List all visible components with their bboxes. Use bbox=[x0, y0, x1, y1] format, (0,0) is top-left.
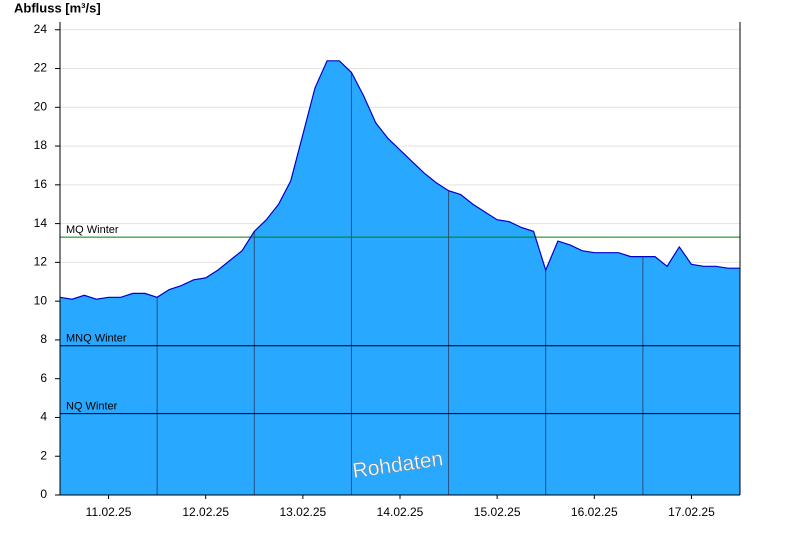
reference-label: MNQ Winter bbox=[66, 333, 127, 345]
y-tick-label: 10 bbox=[34, 293, 48, 307]
y-tick-label: 8 bbox=[40, 332, 47, 346]
area-line bbox=[59, 60, 740, 300]
reference-label: NQ Winter bbox=[66, 400, 118, 412]
y-tick-label: 16 bbox=[34, 177, 48, 191]
y-tick-label: 2 bbox=[40, 448, 47, 462]
y-tick-label: 4 bbox=[40, 410, 47, 424]
y-axis-label: Abfluss [m³/s] bbox=[14, 0, 101, 15]
x-tick-label: 11.02.25 bbox=[86, 505, 132, 519]
reference-label: MQ Winter bbox=[66, 224, 119, 236]
x-tick-label: 14.02.25 bbox=[377, 505, 424, 519]
y-tick-label: 20 bbox=[34, 99, 48, 113]
y-tick-label: 22 bbox=[34, 61, 48, 75]
y-tick-label: 12 bbox=[34, 255, 48, 269]
y-tick-label: 14 bbox=[34, 216, 48, 230]
area-fill bbox=[60, 60, 740, 496]
y-tick-label: 24 bbox=[34, 22, 48, 36]
y-tick-label: 0 bbox=[40, 487, 47, 501]
y-tick-label: 18 bbox=[34, 138, 48, 152]
x-tick-label: 13.02.25 bbox=[279, 505, 326, 519]
x-tick-label: 17.02.25 bbox=[668, 505, 715, 519]
y-tick-label: 6 bbox=[40, 371, 47, 385]
x-tick-label: 15.02.25 bbox=[474, 505, 521, 519]
x-tick-label: 16.02.25 bbox=[571, 505, 618, 519]
x-tick-label: 12.02.25 bbox=[182, 505, 229, 519]
